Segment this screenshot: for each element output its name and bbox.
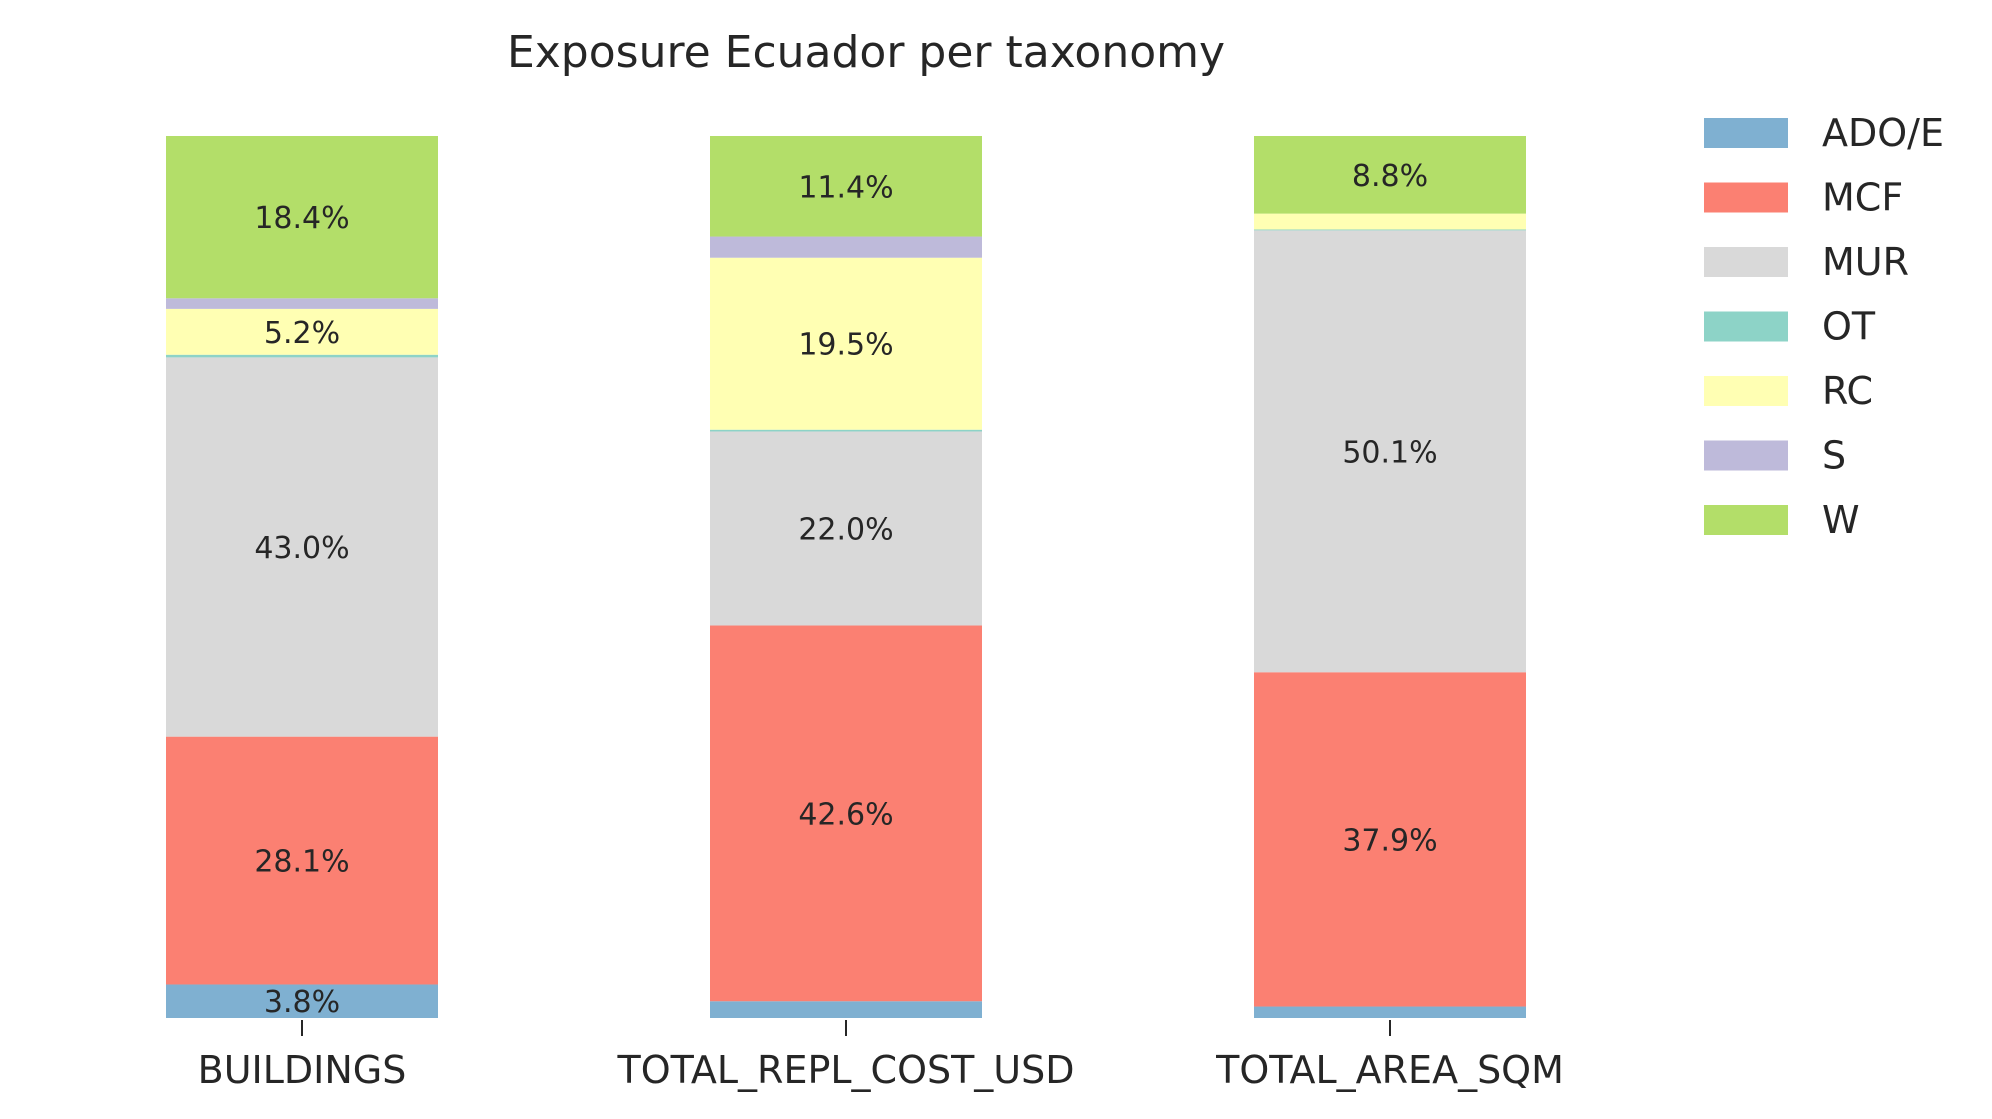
- bar-segment-2-1: [1254, 672, 1526, 1007]
- data-label-0-4: 5.2%: [264, 316, 340, 351]
- data-label-1-1: 42.6%: [798, 797, 893, 832]
- bar-segment-1-5: [710, 236, 982, 258]
- bar-segment-2-0: [1254, 1006, 1526, 1018]
- bar-segment-0-6: [166, 136, 438, 299]
- bar-segment-0-4: [166, 308, 438, 355]
- data-label-2-2: 50.1%: [1342, 435, 1437, 470]
- legend-swatch-0: [1704, 118, 1788, 148]
- legend-swatch-4: [1704, 376, 1788, 406]
- bar-segment-2-2: [1254, 230, 1526, 673]
- data-label-1-4: 19.5%: [798, 328, 893, 363]
- x-tick-label-1: TOTAL_REPL_COST_USD: [616, 1048, 1074, 1092]
- legend-label-1: MCF: [1822, 176, 1903, 220]
- bar-segment-1-2: [710, 431, 982, 626]
- legend-swatch-3: [1704, 311, 1788, 342]
- data-label-1-6: 11.4%: [798, 170, 893, 205]
- legend-label-6: W: [1822, 498, 1860, 542]
- bars-layer: [166, 136, 1526, 1018]
- legend-swatch-6: [1704, 505, 1788, 535]
- bar-segment-2-4: [1254, 213, 1526, 230]
- legend: ADO/E MCF MUR OT RC SW: [1704, 111, 1944, 542]
- x-tick-label-2: TOTAL_AREA_SQM: [1215, 1048, 1564, 1092]
- bar-segment-0-0: [166, 984, 438, 1018]
- data-labels-layer: 3.8% 28.1% 43.0% 5.2% 18.4% 42.6% 22.0% 19.5% 11…: [254, 159, 1437, 1020]
- bar-segment-2-6: [1254, 136, 1526, 214]
- bar-segment-0-1: [166, 736, 438, 985]
- bar-segment-1-3: [710, 429, 982, 432]
- bar-segment-0-5: [166, 298, 438, 309]
- bar-segment-1-6: [710, 136, 982, 237]
- x-tick-label-0: BUILDINGS: [198, 1048, 407, 1092]
- legend-label-3: OT: [1822, 305, 1876, 349]
- legend-label-2: MUR: [1822, 240, 1909, 284]
- legend-swatch-2: [1704, 247, 1788, 277]
- data-label-0-0: 3.8%: [264, 985, 340, 1020]
- bar-segment-1-0: [710, 1001, 982, 1018]
- legend-swatch-1: [1704, 182, 1788, 213]
- data-label-2-6: 8.8%: [1352, 159, 1428, 194]
- chart-title: Exposure Ecuador per taxonomy: [507, 27, 1225, 78]
- data-label-0-2: 43.0%: [254, 531, 349, 566]
- x-axis: BUILDINGS TOTAL_REPL_COST_USD TOTAL_AREA_S…: [198, 1020, 1564, 1092]
- legend-label-0: ADO/E: [1822, 111, 1944, 155]
- legend-swatch-5: [1704, 440, 1788, 471]
- bar-segment-2-3: [1254, 229, 1526, 231]
- data-label-2-1: 37.9%: [1342, 823, 1437, 858]
- bar-segment-0-3: [166, 354, 438, 358]
- bar-segment-0-2: [166, 357, 438, 737]
- data-label-0-1: 28.1%: [254, 845, 349, 880]
- bar-segment-1-1: [710, 625, 982, 1002]
- legend-label-5: S: [1822, 434, 1846, 478]
- legend-label-4: RC: [1822, 369, 1873, 413]
- data-label-0-6: 18.4%: [254, 201, 349, 236]
- bar-segment-1-4: [710, 257, 982, 430]
- data-label-1-2: 22.0%: [798, 512, 893, 547]
